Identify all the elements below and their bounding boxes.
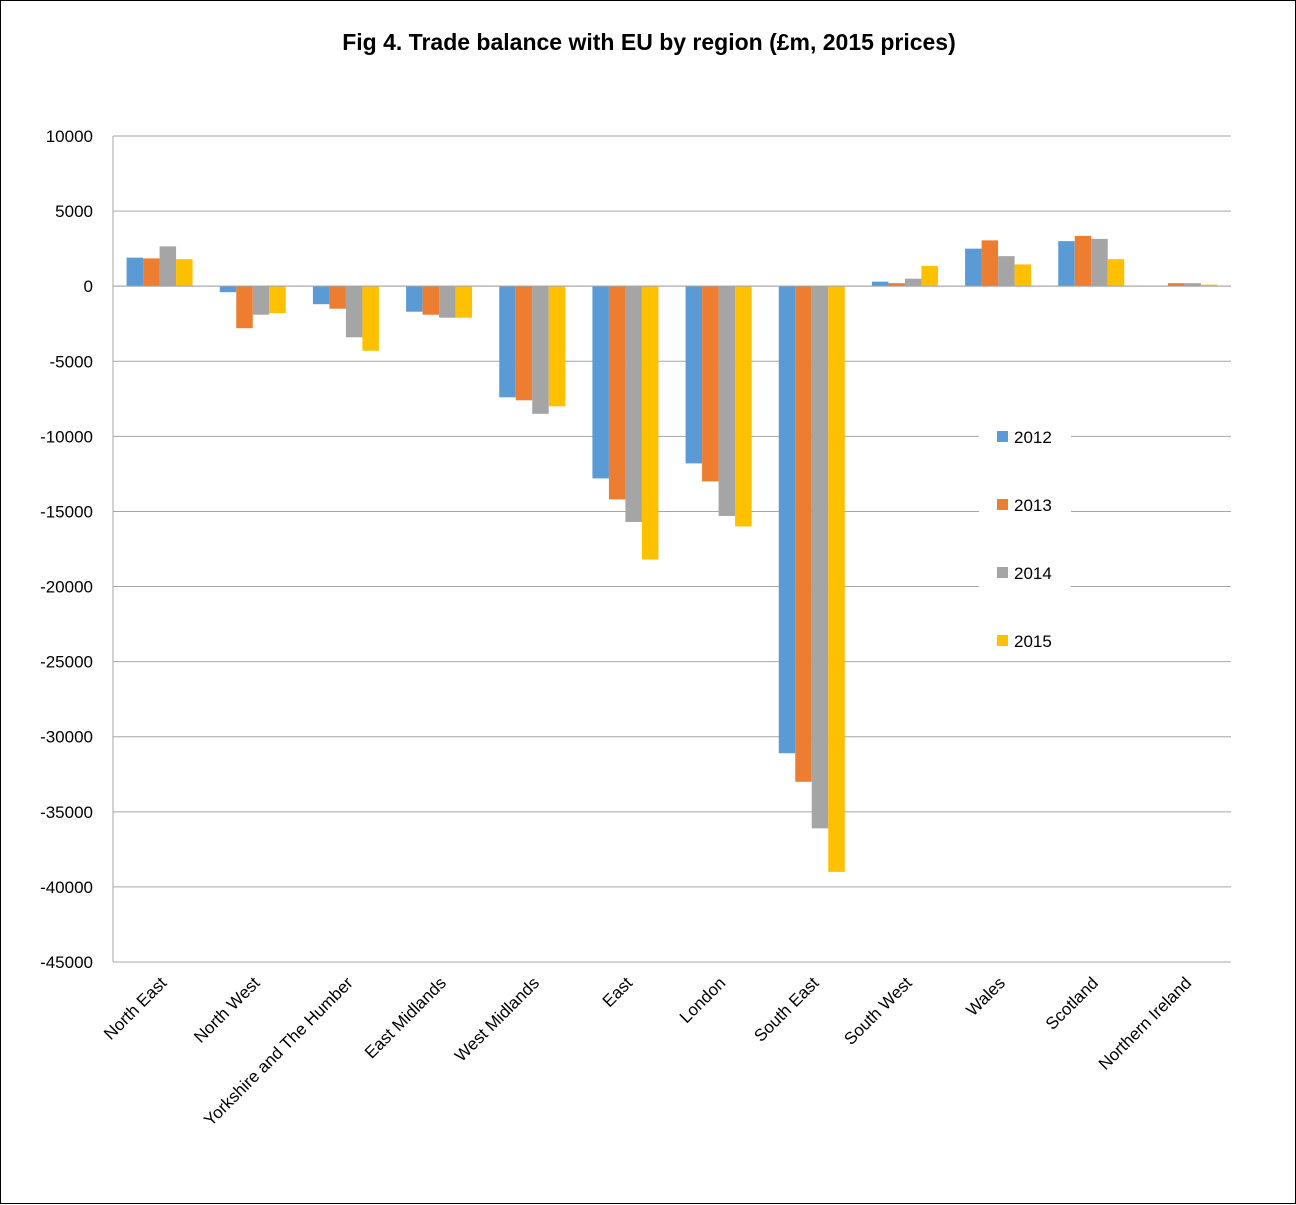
x-tick-label: Northern Ireland (1095, 973, 1195, 1073)
x-tick-label: South East (750, 973, 822, 1045)
x-tick-label: East (599, 973, 637, 1011)
legend-swatch (997, 431, 1008, 442)
bar-2015-west-midlands (548, 286, 566, 407)
y-tick-label: -25000 (40, 653, 93, 672)
bar-2014-scotland (1091, 238, 1108, 287)
y-tick-label: -40000 (40, 878, 93, 897)
x-tick-label: Scotland (1042, 973, 1102, 1033)
x-tick-label: London (676, 973, 730, 1027)
chart-title: Fig 4. Trade balance with EU by region (… (342, 29, 956, 55)
bar-2014-north-east (159, 246, 177, 287)
legend: 2012 2013 2014 2015 (979, 411, 1071, 661)
x-tick-label: Wales (963, 973, 1009, 1019)
bar-2014-south-west (904, 278, 922, 287)
bar-2015-south-west (921, 265, 938, 287)
legend-swatch (997, 567, 1008, 578)
bar-2012-north-west (219, 286, 237, 293)
bar-2013-south-west (888, 283, 905, 287)
bar-2014-north-west (252, 286, 270, 315)
bar-2014-wales (998, 256, 1015, 287)
bar-2015-northern-ireland (1200, 284, 1218, 287)
bar-2013-scotland (1074, 235, 1092, 287)
bar-2013-west-midlands (515, 286, 533, 401)
bar-2013-east-midlands (422, 286, 440, 315)
bar-2012-north-east (126, 257, 144, 287)
bar-2015-london (735, 286, 752, 527)
legend-label: 2014 (1014, 564, 1052, 583)
legend-background (979, 411, 1071, 661)
bar-2013-yorkshire-and-the-humber (329, 286, 346, 309)
y-tick-label: -30000 (40, 728, 93, 747)
bar-2014-yorkshire-and-the-humber (345, 286, 363, 338)
bar-2014-west-midlands (532, 286, 549, 414)
bar-2013-northern-ireland (1167, 283, 1185, 287)
x-tick-label: West Midlands (451, 973, 543, 1065)
bar-2013-south-east (795, 286, 812, 782)
y-tick-label: -5000 (50, 352, 93, 371)
y-tick-label: -20000 (40, 578, 93, 597)
bar-2014-london (718, 286, 736, 516)
bar-2015-north-west (269, 286, 286, 314)
bar-2015-scotland (1107, 259, 1125, 287)
legend-swatch (997, 635, 1008, 646)
bar-2015-north-east (176, 259, 193, 287)
bars (126, 235, 1218, 872)
bar-2013-east (608, 286, 626, 500)
bar-2012-south-east (778, 286, 796, 754)
bar-2015-east (641, 286, 659, 560)
bar-2013-wales (981, 240, 999, 287)
bar-2012-yorkshire-and-the-humber (312, 286, 330, 305)
y-tick-label: 10000 (46, 127, 93, 146)
x-tick-label: North East (100, 973, 170, 1043)
bar-2014-east-midlands (439, 286, 456, 318)
bar-2012-south-west (871, 281, 889, 287)
y-tick-label: -15000 (40, 502, 93, 521)
bar-2015-east-midlands (455, 286, 473, 318)
bar-2012-scotland (1058, 241, 1075, 287)
legend-label: 2015 (1014, 632, 1052, 651)
x-tick-label: North West (190, 973, 264, 1047)
bar-2012-west-midlands (499, 286, 516, 398)
y-tick-label: -10000 (40, 427, 93, 446)
bar-2013-north-west (236, 286, 253, 329)
y-tick-label: 0 (84, 277, 93, 296)
bar-2015-south-east (828, 286, 845, 872)
bar-2012-london (685, 286, 703, 464)
y-tick-label: -35000 (40, 803, 93, 822)
bar-2013-north-east (143, 258, 160, 287)
bar-2013-london (702, 286, 719, 482)
x-tick-label: South West (840, 973, 916, 1049)
bar-2015-yorkshire-and-the-humber (362, 286, 379, 351)
bar-2012-east-midlands (406, 286, 423, 312)
bar-2014-east (625, 286, 642, 522)
legend-swatch (997, 499, 1008, 510)
y-tick-label: 5000 (55, 202, 93, 221)
bar-2012-wales (965, 248, 982, 287)
bar-2014-northern-ireland (1184, 283, 1201, 287)
bar-2015-wales (1014, 264, 1032, 287)
legend-label: 2012 (1014, 428, 1052, 447)
bar-2014-south-east (811, 286, 829, 829)
legend-label: 2013 (1014, 496, 1052, 515)
x-tick-label: Yorkshire and The Humber (200, 973, 357, 1130)
bar-2012-east (592, 286, 609, 479)
x-tick-label: East Midlands (361, 973, 450, 1062)
y-tick-label: -45000 (40, 953, 93, 972)
